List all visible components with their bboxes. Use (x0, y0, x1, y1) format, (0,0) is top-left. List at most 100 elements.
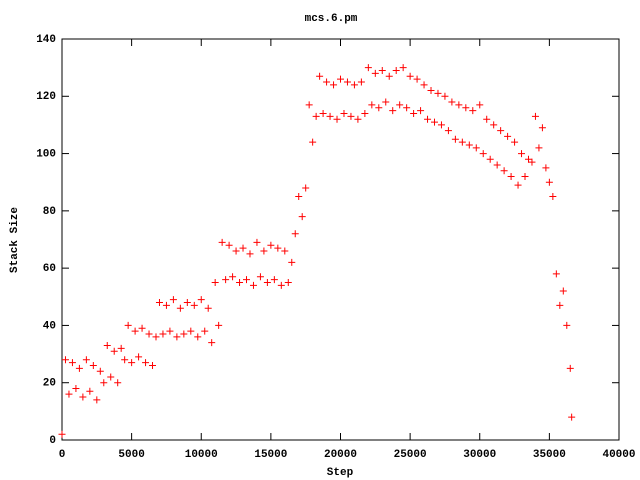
point (169, 296, 177, 304)
y-tick-label: 100 (36, 148, 56, 160)
x-axis-label: Step (327, 467, 354, 479)
point (128, 359, 136, 367)
point (326, 112, 334, 120)
point (149, 362, 157, 370)
point (274, 244, 282, 252)
point (155, 299, 163, 307)
y-tick-label: 40 (43, 320, 56, 332)
point (364, 64, 372, 72)
point (538, 124, 546, 132)
point (347, 112, 355, 120)
point (343, 78, 351, 86)
y-tick-label: 60 (43, 263, 56, 275)
point (180, 330, 188, 338)
point (542, 164, 550, 172)
point (357, 78, 365, 86)
point (490, 121, 498, 129)
point (330, 81, 338, 89)
point (277, 281, 285, 289)
point (472, 144, 480, 152)
point (500, 167, 508, 175)
point (281, 247, 289, 255)
point (420, 81, 428, 89)
point (361, 109, 369, 117)
point (260, 247, 268, 255)
point (187, 327, 195, 335)
point (138, 324, 146, 332)
point (107, 373, 115, 381)
point (65, 390, 73, 398)
point (312, 112, 320, 120)
point (552, 270, 560, 278)
point (524, 155, 532, 163)
point (75, 364, 83, 372)
point (243, 276, 251, 284)
point (462, 104, 470, 112)
point (298, 213, 306, 221)
point (121, 356, 129, 364)
point (225, 241, 233, 249)
point (100, 379, 108, 387)
x-tick-label: 30000 (463, 449, 496, 461)
point (354, 115, 362, 123)
point (288, 258, 296, 266)
point (511, 138, 519, 146)
point (173, 333, 181, 341)
point (82, 356, 90, 364)
point (309, 138, 317, 146)
point (236, 278, 244, 286)
point (103, 341, 111, 349)
point (176, 304, 184, 312)
point (162, 301, 170, 309)
point (559, 287, 567, 295)
chart-title: mcs.6.pm (305, 13, 358, 25)
point (201, 327, 209, 335)
point (68, 359, 76, 367)
point (110, 347, 118, 355)
point (215, 321, 223, 329)
point (399, 64, 407, 72)
point (316, 72, 324, 80)
point (427, 87, 435, 95)
point (535, 144, 543, 152)
point (486, 155, 494, 163)
x-tick-label: 10000 (185, 449, 218, 461)
point (295, 193, 303, 201)
point (448, 98, 456, 106)
x-tick-label: 15000 (254, 449, 287, 461)
point (222, 276, 230, 284)
point (333, 115, 341, 123)
point (514, 181, 522, 189)
point (204, 304, 212, 312)
point (142, 359, 150, 367)
point (124, 321, 132, 329)
point (518, 150, 526, 158)
y-tick-label: 140 (36, 34, 56, 46)
point (218, 238, 226, 246)
point (458, 138, 466, 146)
point (417, 107, 425, 115)
point (563, 321, 571, 329)
point (424, 115, 432, 123)
x-tick-label: 0 (59, 449, 66, 461)
point (166, 327, 174, 335)
point (305, 101, 313, 109)
point (479, 150, 487, 158)
point (531, 112, 539, 120)
point (497, 127, 505, 135)
point (406, 72, 414, 80)
point (79, 393, 87, 401)
point (135, 353, 143, 361)
point (270, 276, 278, 284)
x-tick-label: 40000 (602, 449, 635, 461)
point (58, 430, 66, 438)
point (382, 98, 390, 106)
point (375, 104, 383, 112)
point (337, 75, 344, 83)
point (368, 101, 376, 109)
point (291, 230, 299, 238)
point (263, 278, 271, 286)
y-tick-label: 20 (43, 378, 56, 390)
point (434, 89, 442, 97)
